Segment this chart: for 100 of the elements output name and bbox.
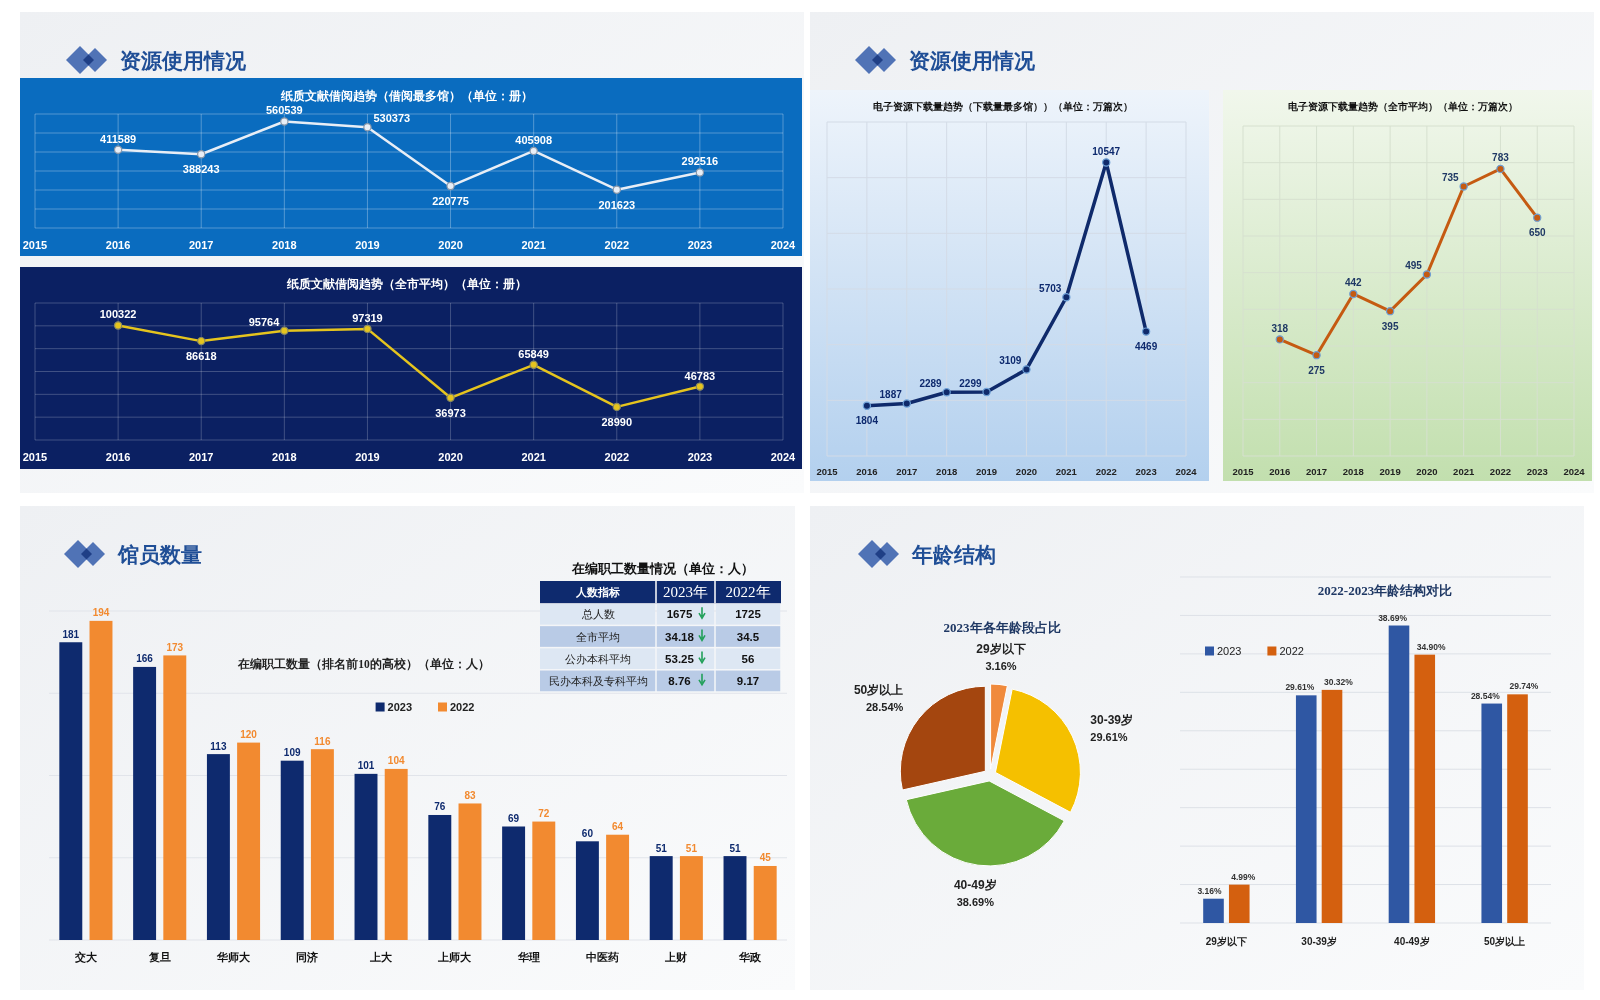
data-label: 64: [612, 821, 624, 833]
x-tick-label: 2019: [355, 239, 380, 251]
data-label: 1887: [879, 388, 903, 400]
x-tick-label: 2017: [188, 451, 214, 463]
data-label: 28990: [601, 415, 633, 428]
chart-title: 资源使用情况: [120, 48, 247, 72]
data-label: 83: [464, 789, 476, 801]
chart-title: 电子资源下载量趋势（全市平均）（单位：万篇次）: [1288, 100, 1518, 112]
x-tick-label: 华理: [516, 951, 540, 963]
x-tick-label: 2018: [936, 465, 958, 477]
x-tick-label: 2016: [105, 451, 131, 463]
data-label: 60: [581, 827, 594, 839]
legend-label: 2022: [450, 701, 475, 713]
data-label: 116: [314, 735, 331, 747]
data-label: 1725: [735, 608, 762, 621]
data-label: 395: [1381, 320, 1399, 332]
data-label: 29.74%: [1509, 681, 1539, 692]
data-label: 72: [538, 808, 550, 820]
legend-label: 2023: [387, 701, 413, 713]
x-tick-label: 2023: [1135, 465, 1157, 477]
x-tick-label: 2018: [272, 239, 297, 251]
data-label: 76: [434, 801, 446, 813]
data-label: 38.69%: [1378, 612, 1408, 623]
x-tick-label: 2020: [1416, 465, 1438, 477]
chart-subtitle: 纸质文献借阅趋势（借阅最多馆）（单位：册）: [280, 89, 533, 103]
data-label: 173: [166, 641, 184, 653]
x-tick-label: 上师大: [437, 951, 473, 963]
x-tick-label: 2017: [896, 465, 918, 477]
data-label: 650: [1528, 227, 1546, 239]
data-label: 388243: [182, 163, 220, 176]
data-label: 2299: [959, 377, 982, 389]
data-label: 3.16%: [985, 659, 1017, 672]
chart-title: 馆员数量: [117, 542, 202, 566]
data-label: 8.76: [668, 674, 691, 687]
data-label: 97319: [352, 311, 383, 324]
legend-label: 2022: [1279, 645, 1304, 657]
data-label: 560539: [265, 104, 303, 117]
x-tick-label: 2018: [1342, 465, 1364, 477]
x-tick-label: 上大: [369, 951, 394, 963]
chart-subtitle: 电子资源下载量趋势（下载量最多馆））（单位：万篇次）: [873, 100, 1133, 112]
data-label: 38.69%: [956, 896, 995, 909]
x-tick-label: 2016: [1269, 465, 1291, 477]
data-label: 9.17: [736, 674, 760, 687]
data-label: 113: [210, 740, 227, 752]
x-tick-label: 2021: [1453, 465, 1475, 477]
x-tick-label: 2017: [1305, 465, 1328, 477]
data-label: 34.18: [665, 630, 695, 643]
x-tick-label: 50岁以上: [1484, 935, 1526, 947]
data-label: 29.61%: [1090, 730, 1128, 743]
data-label: 28.54%: [865, 700, 904, 713]
data-label: 45: [759, 852, 772, 864]
data-label: 28.54%: [1470, 690, 1501, 701]
data-label: 29.61%: [1285, 682, 1315, 693]
series-label: 2023年: [663, 584, 708, 601]
data-label: 201623: [598, 198, 636, 211]
data-label: 735: [1441, 172, 1460, 183]
x-tick-label: 2024: [770, 239, 797, 251]
data-label: 530373: [373, 112, 411, 125]
x-tick-label: 2019: [975, 465, 998, 477]
category-label: 全市平均: [576, 630, 620, 643]
data-label: 30.32%: [1324, 676, 1354, 687]
data-label: 65849: [518, 347, 549, 360]
data-label: 101: [357, 760, 375, 772]
x-tick-label: 交大: [73, 951, 98, 963]
x-tick-label: 29岁以下: [1205, 935, 1247, 947]
data-label: 1675: [666, 608, 693, 621]
x-tick-label: 2023: [1526, 465, 1548, 477]
x-tick-label: 2024: [1563, 465, 1586, 477]
text: 在编职工数量（排名前10的高校）（单位：人）: [237, 657, 490, 671]
x-tick-label: 2021: [521, 451, 546, 463]
data-label: 194: [92, 607, 110, 619]
slice-label: 30-39岁: [1090, 712, 1134, 727]
data-label: 95764: [248, 315, 281, 328]
x-tick-label: 2023: [687, 451, 713, 463]
data-label: 4.99%: [1231, 871, 1256, 882]
category-label: 民办本科及专科平均: [548, 674, 648, 687]
x-tick-label: 2019: [355, 451, 380, 463]
x-tick-label: 40-49岁: [1394, 935, 1430, 947]
data-label: 4469: [1134, 341, 1158, 353]
data-label: 318: [1271, 322, 1289, 334]
x-tick-label: 2019: [1379, 465, 1401, 477]
data-label: 181: [62, 628, 80, 640]
data-label: 495: [1405, 260, 1423, 271]
text: 人数指标: [575, 586, 620, 600]
x-tick-label: 2020: [438, 451, 463, 463]
data-label: 51: [655, 842, 668, 854]
x-tick-label: 2024: [1175, 465, 1198, 477]
x-tick-label: 华政: [738, 951, 763, 963]
data-label: 53.25: [665, 652, 695, 665]
x-tick-label: 2018: [272, 451, 297, 463]
x-tick-label: 2021: [1055, 465, 1078, 477]
data-label: 220775: [432, 195, 469, 208]
data-label: 3109: [999, 354, 1022, 366]
slice-label: 29岁以下: [976, 641, 1026, 656]
chart-title: 资源使用情况: [909, 48, 1036, 72]
x-tick-label: 2022: [1095, 465, 1117, 477]
chart-title: 年龄结构: [911, 542, 996, 566]
data-label: 442: [1344, 277, 1363, 289]
data-label: 3.16%: [1197, 885, 1222, 896]
data-label: 120: [240, 729, 258, 741]
